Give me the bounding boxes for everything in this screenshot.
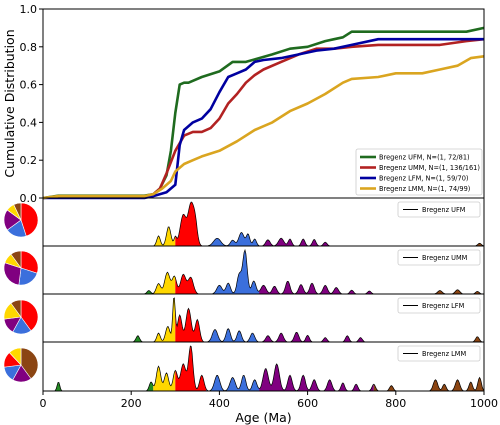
y-tick-label: 0.0 [20,192,38,205]
kde-panel-frame-3 [42,341,485,392]
kde-fill-3-band-2 [175,346,207,391]
kde-fill-3-band-4 [259,363,374,391]
pie-slice-1-2 [3,262,22,286]
kde-legend-label-3: Bregenz LMM [422,350,466,358]
kde-fill-3-band-3 [206,375,260,391]
cdf-legend-label-0: Bregenz UFM, N=(1, 72/81) [379,154,470,162]
y-tick-label: 0.4 [20,116,38,129]
pie-slice-2-0 [20,299,39,332]
x-tick-label: 1000 [470,397,498,410]
kde-fill-0-band-1 [153,227,176,246]
x-tick-label: 200 [121,397,142,410]
pie-slice-0-4 [13,202,22,221]
kde-fill-1-band-2 [175,274,207,294]
pie-slice-1-4 [10,250,22,269]
kde-fill-1-band-3 [206,250,260,294]
kde-fill-2-band-2 [175,308,207,342]
x-tick-label: 0 [40,397,47,410]
x-tick-label: 400 [209,397,230,410]
kde-legend-label-0: Bregenz UFM [422,206,466,214]
kde-fill-1-band-5 [373,289,484,294]
kde-fill-1-band-4 [259,281,374,294]
kde-fill-2-band-1 [153,298,176,342]
kde-fill-0-band-4 [259,238,374,246]
y-tick-label: 0.2 [20,154,38,167]
kde-fill-0-band-3 [206,232,260,246]
kde-legend-box-3 [397,345,481,362]
y-tick-label: 1.0 [20,3,38,16]
x-tick-label: 800 [385,397,406,410]
kde-legend-box-1 [397,249,481,266]
y-tick-label: 0.6 [20,79,38,92]
kde-fill-1-band-0 [43,290,154,294]
cdf-legend-label-1: Bregenz UMM, N=(1, 136/161) [379,164,480,172]
cdf-legend-label-2: Bregenz LFM, N=(1, 59/70) [379,175,468,183]
pie-slice-3-4 [8,347,22,366]
kde-fill-0-band-2 [175,202,207,246]
y-axis-title: Cumulative Distribution [2,29,17,177]
y-tick-label: 0.8 [20,41,38,54]
pie-slice-1-0 [20,250,39,274]
pie-slice-0-0 [20,202,39,237]
kde-legend-label-2: Bregenz LFM [422,302,465,310]
kde-legend-label-1: Bregenz UMM [422,254,468,262]
pie-slice-2-4 [10,299,22,318]
kde-legend-box-2 [397,297,481,314]
kde-fill-3-band-5 [373,377,484,391]
x-axis-title: Age (Ma) [235,410,291,425]
cdf-legend-box [355,148,483,196]
pie-slice-3-0 [20,347,39,380]
cdf-line-3 [42,55,485,200]
kde-fill-2-band-5 [373,336,484,342]
x-tick-label: 600 [297,397,318,410]
cdf-line-1 [42,37,485,200]
kde-legend-box-0 [397,201,481,218]
cdf-line-2 [43,37,484,200]
cdf-legend-label-3: Bregenz LMM, N=(1, 74/99) [379,185,470,193]
kde-fill-2-band-3 [206,328,260,342]
kde-fill-2-band-4 [259,332,374,342]
